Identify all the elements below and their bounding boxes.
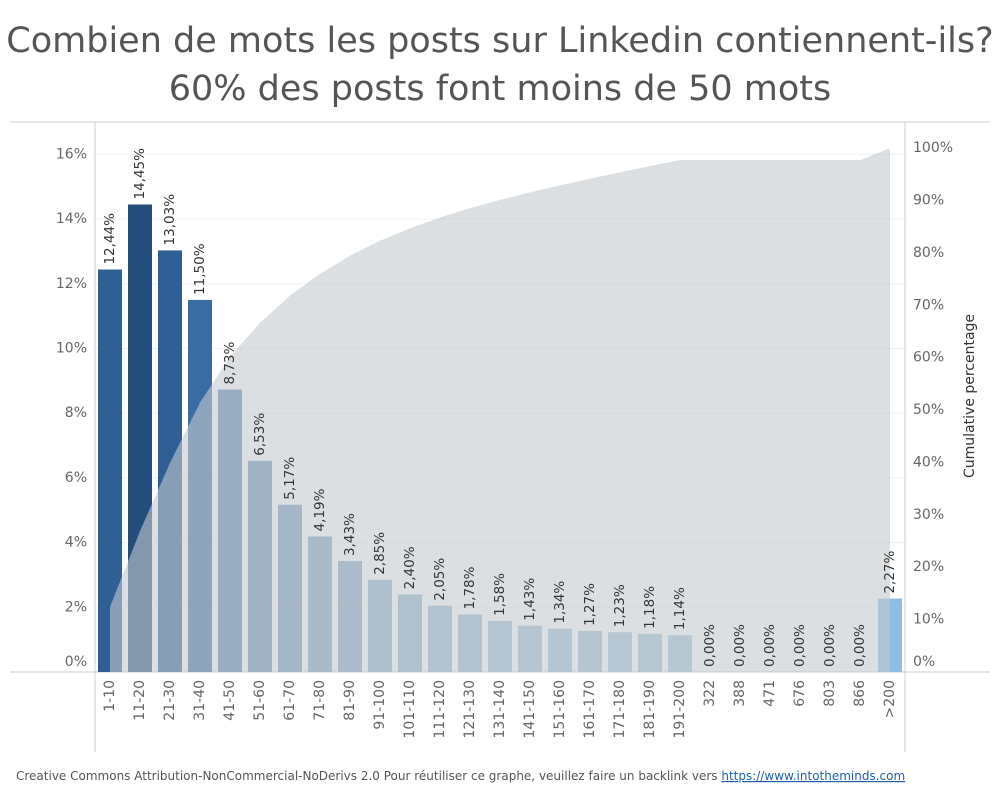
x-tick-label: 61-70 [282,680,298,721]
value-label: 1,58% [492,573,508,616]
value-label: 0,00% [852,624,868,667]
footer-text: Creative Commons Attribution-NonCommerci… [16,769,721,783]
value-label: 0,00% [822,624,838,667]
x-tick-label: 161-170 [582,680,598,739]
value-label: 1,27% [582,583,598,626]
value-label: 8,73% [222,342,238,385]
x-tick-label: 471 [762,680,778,707]
x-tick-label: 111-120 [432,680,448,739]
y2-tick-label: 0% [913,654,935,670]
y2-tick-label: 100% [913,140,953,156]
y-tick-label: 10% [56,340,87,356]
y-tick-label: 14% [56,211,87,227]
x-tick-label: 71-80 [312,680,328,721]
x-tick-label: 181-190 [642,680,658,739]
value-label: 1,18% [642,586,658,629]
value-label: 0,00% [792,624,808,667]
y-tick-label: 8% [65,405,87,421]
y2-tick-label: 10% [913,612,944,628]
x-tick-label: 91-100 [372,680,388,730]
x-tick-label: >200 [882,680,898,718]
y-tick-label: 12% [56,276,87,292]
x-tick-label: 11-20 [132,680,148,721]
value-label: 4,19% [312,488,328,531]
value-label: 2,27% [882,551,898,594]
value-label: 1,43% [522,578,538,621]
x-tick-label: 121-130 [462,680,478,739]
value-label: 0,00% [762,624,778,667]
y-tick-label: 2% [65,599,87,615]
value-label: 1,34% [552,581,568,624]
x-tick-label: 41-50 [222,680,238,721]
y-tick-label: 4% [65,535,87,551]
x-tick-label: 866 [852,680,868,707]
value-label: 0,00% [702,624,718,667]
y2-tick-label: 50% [913,402,944,418]
y2-tick-label: 70% [913,297,944,313]
y2-tick-label: 90% [913,193,944,209]
x-tick-label: 803 [822,680,838,707]
x-tick-label: 191-200 [672,680,688,739]
value-label: 1,14% [672,587,688,630]
x-tick-label: 1-10 [102,680,118,712]
y2-tick-label: 30% [913,507,944,523]
chart-subtitle: 60% des posts font moins de 50 mots [169,69,832,109]
value-label: 14,45% [132,148,148,200]
y-tick-label: 16% [56,146,87,162]
y2-tick-label: 80% [913,245,944,261]
value-label: 2,05% [432,558,448,601]
value-label: 2,40% [402,546,418,589]
value-label: 1,78% [462,566,478,609]
x-tick-label: 31-40 [192,680,208,721]
footer: Creative Commons Attribution-NonCommerci… [16,769,905,783]
value-label: 1,23% [612,584,628,627]
value-label: 3,43% [342,513,358,556]
y2-tick-label: 60% [913,350,944,366]
x-tick-label: 81-90 [342,680,358,721]
x-tick-label: 676 [792,680,808,707]
y2-tick-label: 20% [913,559,944,575]
x-tick-label: 101-110 [402,680,418,739]
y2-tick-label: 40% [913,454,944,470]
value-label: 11,50% [192,243,208,295]
y-tick-label: 6% [65,470,87,486]
value-label: 13,03% [162,194,178,246]
y2-axis-title: Cumulative percentage [962,314,978,478]
value-label: 6,53% [252,413,268,456]
x-tick-label: 322 [702,680,718,707]
x-tick-label: 21-30 [162,680,178,721]
x-tick-label: 51-60 [252,680,268,721]
y-tick-label: 0% [65,654,87,670]
cumulative-area [110,148,890,672]
value-label: 0,00% [732,624,748,667]
x-tick-label: 388 [732,680,748,707]
chart-title: Combien de mots les posts sur Linkedin c… [6,21,993,61]
x-tick-label: 131-140 [492,680,508,739]
value-label: 2,85% [372,532,388,575]
value-label: 12,44% [102,213,118,265]
footer-link[interactable]: https://www.intotheminds.com [721,769,905,783]
x-tick-label: 141-150 [522,680,538,739]
x-tick-label: 151-160 [552,680,568,739]
x-tick-label: 171-180 [612,680,628,739]
value-label: 5,17% [282,457,298,500]
